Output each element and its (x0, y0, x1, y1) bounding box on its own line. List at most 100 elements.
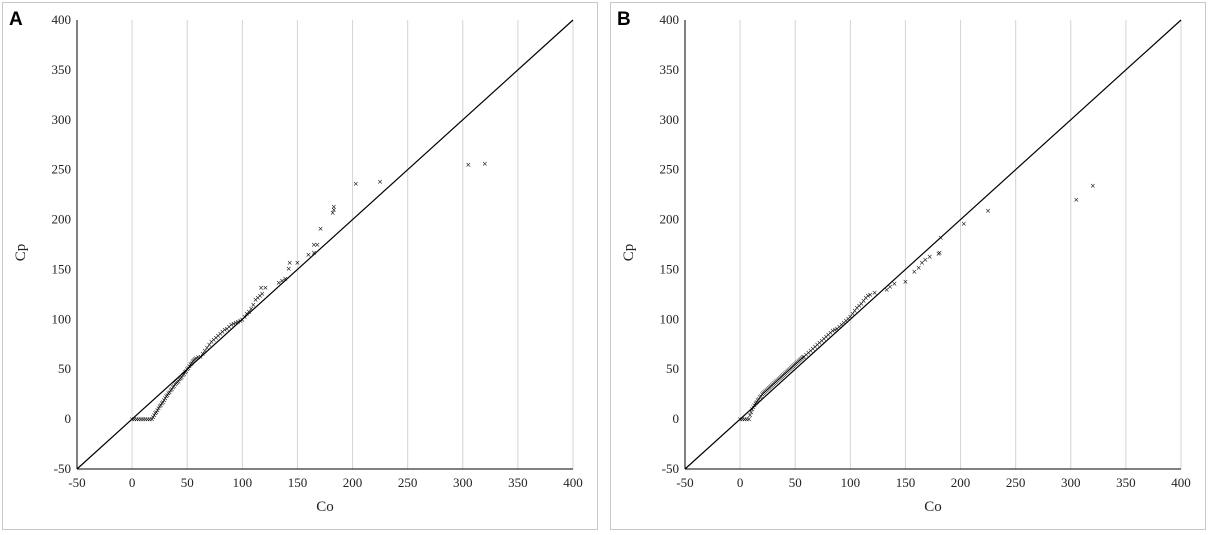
data-point: × (151, 412, 157, 420)
data-point: × (771, 380, 777, 388)
data-point: × (750, 404, 756, 412)
data-point: × (142, 416, 148, 424)
data-point: × (167, 389, 173, 397)
scatter-plot-a: -50 0 50 100 150 200 250 300 350 400 -50 0 50 100 150 2… (13, 12, 583, 515)
data-point: × (190, 358, 196, 366)
data-point: × (841, 319, 847, 327)
data-point: × (136, 416, 142, 424)
data-point: × (147, 416, 153, 424)
data-point: × (162, 395, 168, 403)
data-point: × (872, 289, 878, 297)
x-tick-label: 300 (453, 475, 473, 490)
data-point: × (259, 290, 265, 298)
data-point: × (790, 363, 796, 371)
data-point: × (215, 332, 221, 340)
data-point: × (224, 325, 230, 333)
data-point: × (737, 416, 743, 424)
data-point: × (140, 416, 146, 424)
x-tick-label: 200 (951, 475, 971, 490)
x-tick-label: 400 (1171, 475, 1191, 490)
data-point: × (834, 325, 840, 333)
x-tick-label: 150 (896, 475, 916, 490)
data-point: × (821, 335, 827, 343)
chart-panel-b: B -50 0 50 100 150 200 250 300 350 400 -50 0 50 100 15… (610, 2, 1206, 530)
data-point: × (198, 353, 204, 361)
data-point: × (781, 371, 787, 379)
data-point: × (209, 338, 215, 346)
data-point: × (377, 178, 383, 186)
data-point: × (828, 329, 834, 337)
data-point: × (769, 382, 775, 390)
data-point: × (248, 305, 254, 313)
y-tick-label: -50 (662, 461, 679, 476)
data-point: × (775, 377, 781, 385)
data-point: × (206, 341, 212, 349)
panel-label-a: A (9, 9, 23, 30)
data-point: × (183, 368, 189, 376)
data-point: × (169, 386, 175, 394)
data-point: × (744, 416, 750, 424)
data-point: × (776, 376, 782, 384)
x-tick-label: -50 (676, 475, 693, 490)
data-point: × (819, 337, 825, 345)
data-point: × (749, 406, 755, 414)
data-point: × (753, 400, 759, 408)
data-point: × (217, 330, 223, 338)
data-point: × (746, 416, 752, 424)
reference-line-1-to-1 (684, 19, 1182, 470)
data-point: × (961, 220, 967, 228)
data-point: × (184, 366, 190, 374)
x-tick-label: 50 (789, 475, 802, 490)
data-point: × (791, 362, 797, 370)
y-tick-label: 400 (660, 12, 680, 27)
data-point: × (808, 347, 814, 355)
data-point: × (887, 283, 893, 291)
data-point: × (235, 318, 241, 326)
data-point: × (786, 367, 792, 375)
data-point: × (253, 296, 259, 304)
data-point: × (158, 402, 164, 410)
data-point: × (742, 416, 748, 424)
y-tick-label: 400 (52, 12, 72, 27)
x-tick-label: 100 (841, 475, 861, 490)
data-point: × (222, 326, 228, 334)
data-point: × (166, 390, 172, 398)
x-tick-label: 50 (181, 475, 194, 490)
data-point: × (911, 268, 917, 276)
data-point: × (856, 302, 862, 310)
data-point: × (865, 292, 871, 300)
data-point: × (748, 409, 754, 417)
data-point: × (180, 372, 186, 380)
data-point: × (810, 345, 816, 353)
data-point: × (806, 349, 812, 357)
data-point: × (318, 225, 324, 233)
data-point: × (772, 379, 778, 387)
data-point: × (793, 360, 799, 368)
data-point: × (177, 376, 183, 384)
data-point: × (755, 397, 761, 405)
data-point: × (823, 333, 829, 341)
data-point: × (331, 206, 337, 214)
data-point: × (770, 381, 776, 389)
data-point: × (157, 403, 163, 411)
y-tick-label: 350 (660, 62, 680, 77)
data-point: × (779, 373, 785, 381)
data-point: × (258, 284, 264, 292)
data-point: × (287, 259, 293, 267)
y-tick-label: 50 (58, 361, 71, 376)
data-point: × (152, 410, 158, 418)
data-point: × (758, 393, 764, 401)
data-point: × (861, 297, 867, 305)
data-point: × (204, 344, 210, 352)
data-point: × (801, 353, 807, 361)
data-point: × (353, 180, 359, 188)
x-tick-label: 350 (508, 475, 528, 490)
data-point: × (189, 360, 195, 368)
data-point: × (311, 241, 317, 249)
data-point: × (179, 374, 185, 382)
data-point: × (193, 355, 199, 363)
data-point: × (138, 416, 144, 424)
data-point: × (188, 361, 194, 369)
data-point: × (766, 385, 772, 393)
data-point: × (1073, 196, 1079, 204)
